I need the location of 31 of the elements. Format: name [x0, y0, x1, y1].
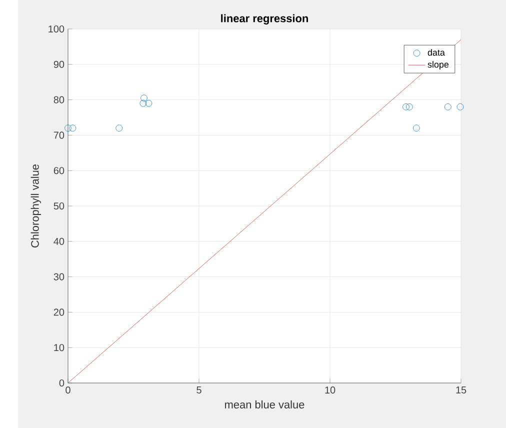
- y-tick-label: 20: [54, 308, 64, 316]
- point: [116, 124, 122, 132]
- legend-label: data: [428, 49, 445, 56]
- y-tick-label: 0: [59, 379, 64, 387]
- y-tick-label: 50: [54, 202, 64, 210]
- x-axis-title: mean blue value: [225, 400, 304, 408]
- x-tick-label: 15: [456, 386, 466, 394]
- y-tick-label: 40: [54, 238, 64, 245]
- point: [402, 103, 410, 110]
- y-tick-label: 60: [54, 167, 64, 174]
- y-tick-label: 70: [54, 132, 64, 139]
- x-tick-label: 10: [325, 386, 336, 394]
- y-tick-label: 100: [48, 25, 64, 33]
- point: [406, 103, 413, 110]
- chart-title: linear regression: [221, 14, 308, 25]
- point: [444, 103, 452, 110]
- y-tick-label: 10: [54, 344, 64, 352]
- point: [64, 124, 72, 132]
- point: [140, 94, 148, 102]
- point: [145, 100, 152, 107]
- x-tick-label: 0: [66, 386, 70, 394]
- x-tick-label: 5: [196, 386, 202, 394]
- point: [456, 103, 464, 110]
- y-axis-title: Chlorophyll value: [30, 164, 42, 248]
- point: [140, 100, 147, 107]
- y-tick-label: 90: [54, 60, 64, 68]
- y-tick-label: 30: [54, 273, 64, 280]
- point: [69, 124, 76, 132]
- legend-label: slope: [428, 61, 449, 70]
- point: [413, 124, 420, 132]
- y-tick-label: 80: [54, 96, 64, 104]
